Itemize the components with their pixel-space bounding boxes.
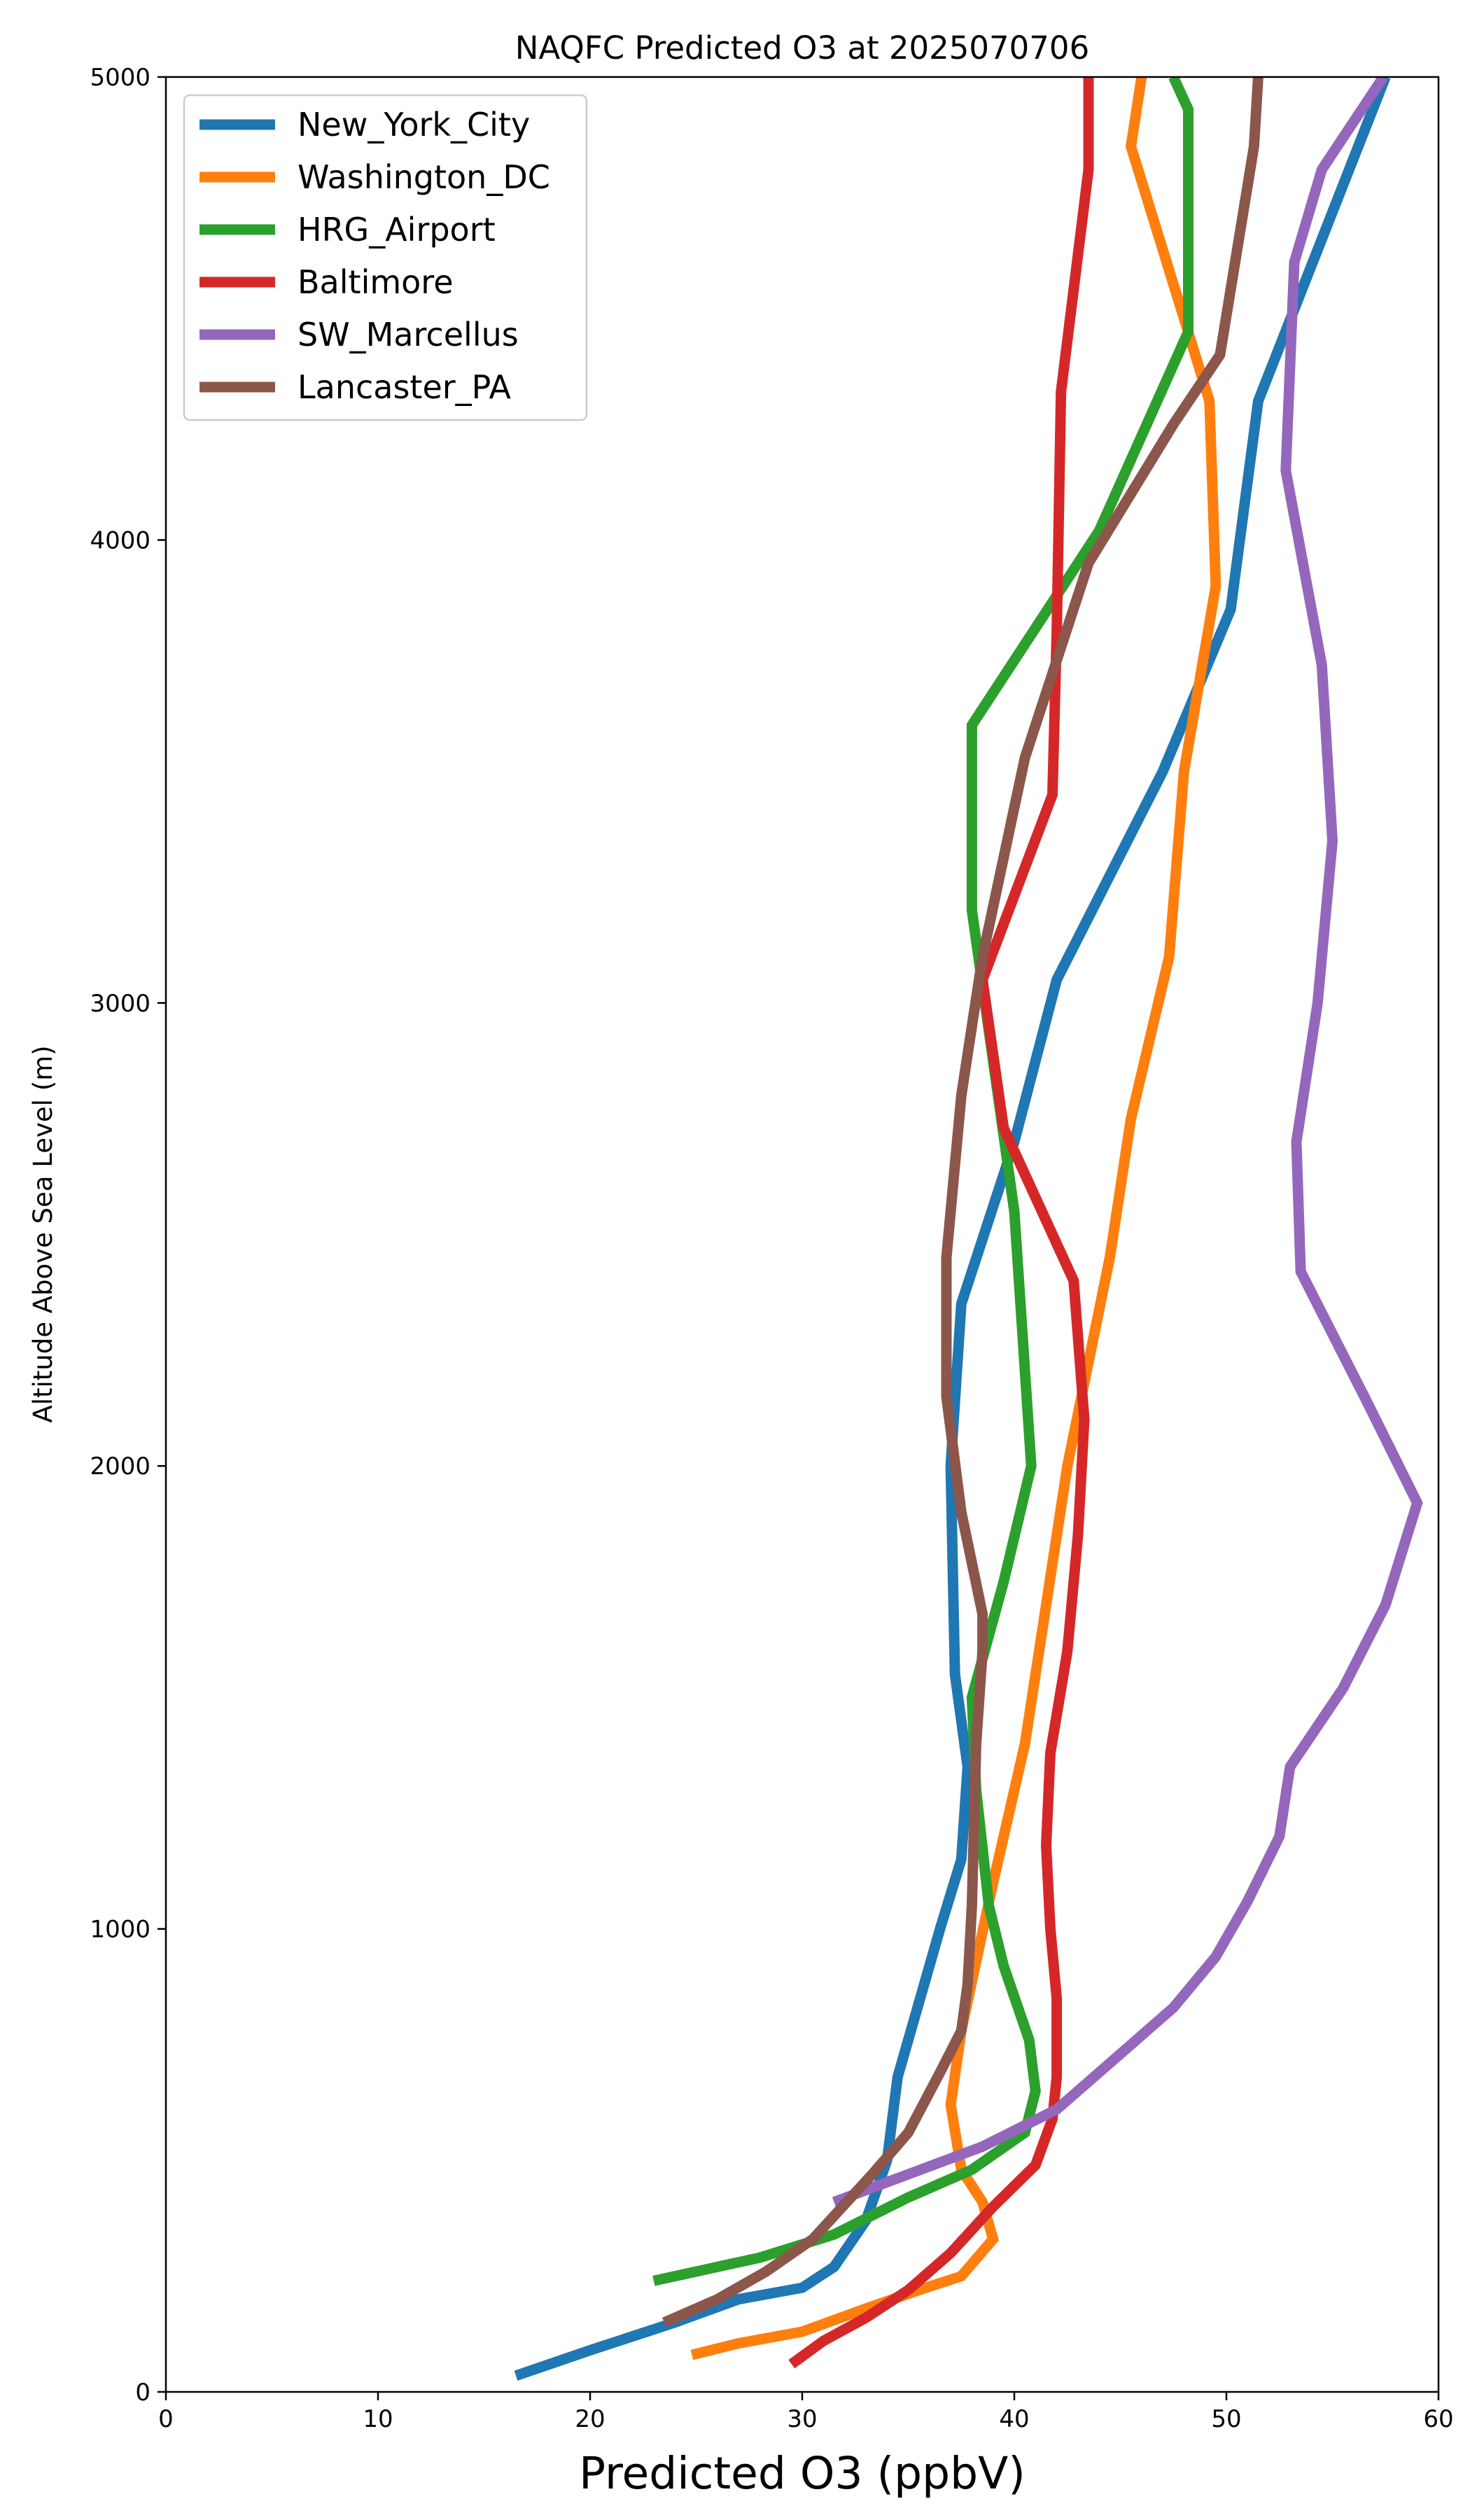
y-tick-label: 1000 (90, 1916, 150, 1944)
legend: New_York_City Washington_DC HRG_Airport Bal… (183, 94, 588, 421)
legend-label-baltimore: Baltimore (298, 263, 454, 301)
y-tick-label: 5000 (90, 64, 150, 92)
chart-title: NAQFC Predicted O3 at 2025070706 (515, 29, 1089, 66)
series-layer (514, 77, 1423, 2381)
legend-label-hrg-airport: HRG_Airport (298, 211, 496, 248)
y-tick-label: 3000 (90, 990, 150, 1018)
x-tick-label: 60 (1423, 2405, 1453, 2433)
x-axis: 0 10 20 30 40 50 60 (158, 2392, 1454, 2433)
x-tick-label: 10 (363, 2405, 393, 2433)
series-line-sw-marcellus (832, 77, 1423, 2207)
series-line-new-york-city (514, 77, 1391, 2381)
legend-box (183, 94, 588, 421)
y-axis-label: Altitude Above Sea Level (m) (28, 1045, 58, 1422)
legend-label-sw-marcellus: SW_Marcellus (298, 316, 519, 354)
x-tick-label: 0 (158, 2405, 174, 2433)
x-tick-label: 50 (1211, 2405, 1241, 2433)
series-line-lancaster-pa (662, 77, 1264, 2328)
y-tick-label: 2000 (90, 1452, 150, 1480)
legend-label-washington-dc: Washington_DC (298, 158, 550, 196)
x-tick-label: 40 (999, 2405, 1029, 2433)
x-tick-label: 20 (575, 2405, 605, 2433)
plot-frame (164, 76, 1440, 2393)
legend-label-lancaster-pa: Lancaster_PA (298, 368, 511, 406)
series-line-baltimore (788, 77, 1094, 2369)
y-axis: 0 1000 2000 3000 4000 5000 (90, 64, 166, 2407)
legend-label-new-york-city: New_York_City (298, 106, 530, 144)
series-line-hrg-airport (652, 77, 1194, 2286)
y-tick-label: 4000 (90, 526, 150, 554)
y-tick-label: 0 (135, 2379, 150, 2407)
x-axis-label: Predicted O3 (ppbV) (579, 2448, 1026, 2499)
x-tick-label: 30 (787, 2405, 817, 2433)
